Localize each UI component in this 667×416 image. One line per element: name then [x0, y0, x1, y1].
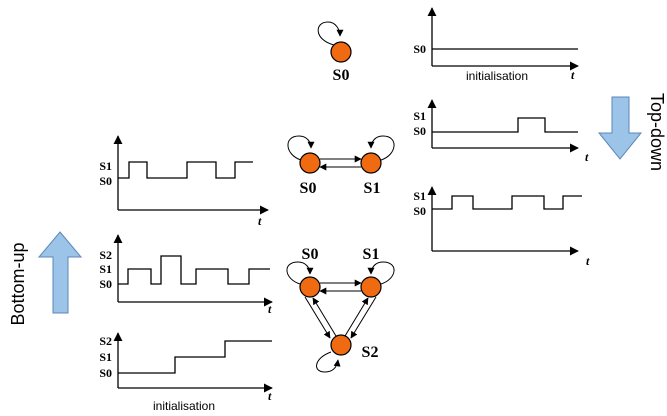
bu2-level-s0: S0: [99, 277, 112, 291]
sd3-state-s1: [360, 276, 382, 298]
bottom-up-label: Bottom-up: [8, 242, 28, 325]
state-diagram-three: S0 S1 S2: [286, 246, 395, 373]
state-diagram-single: S0: [317, 21, 352, 84]
bu2-level-s1: S1: [99, 262, 112, 276]
bottom-up-arrow-icon: [37, 231, 83, 314]
bu2-signal: [118, 255, 270, 285]
bu1-level-s0: S0: [99, 174, 112, 188]
state-diagram-two: S0 S1: [287, 135, 395, 197]
td3-level-s1: S1: [413, 189, 426, 203]
bu3-signal: [118, 340, 272, 374]
sd3-label-s1: S1: [363, 246, 380, 263]
bu1-t-label: t: [258, 214, 262, 228]
td1-level-s0: S0: [413, 42, 426, 56]
td-timing-graph-3: S1 S0 t: [413, 186, 590, 268]
td2-signal: [432, 117, 578, 133]
bu3-level-s0: S0: [99, 366, 112, 380]
bu3-level-s1: S1: [99, 350, 112, 364]
sd2-state-s0: [299, 152, 321, 174]
td1-t-label: t: [571, 68, 575, 82]
bu3-t-label: t: [268, 389, 272, 403]
td2-t-label: t: [585, 150, 589, 164]
top-down-arrow-icon: [597, 96, 643, 160]
sd3-label-s0: S0: [302, 246, 319, 263]
bu1-signal: [118, 161, 253, 179]
sd2-label-s0: S0: [300, 180, 317, 197]
td3-t-label: t: [586, 254, 590, 268]
td1-initialisation-label: initialisation: [466, 69, 528, 83]
bu3-level-s2: S2: [99, 334, 112, 348]
bu-timing-graph-1: S1 S0 t: [99, 135, 269, 228]
bu3-initialisation-label: initialisation: [153, 399, 215, 413]
td2-level-s1: S1: [413, 109, 426, 123]
sd1-label-s0: S0: [333, 67, 350, 84]
bu2-t-label: t: [268, 302, 272, 316]
sd2-state-s1: [360, 152, 382, 174]
sd1-state-s0: [330, 41, 352, 63]
sd2-label-s1: S1: [364, 180, 381, 197]
bu-timing-graph-3: S2 S1 S0 initialisation t: [99, 332, 273, 413]
bu-timing-graph-2: S2 S1 S0 t: [99, 234, 273, 316]
bu2-level-s2: S2: [99, 248, 112, 262]
sd3-label-s2: S2: [362, 344, 379, 361]
top-down-label: Top-down: [647, 93, 667, 171]
td2-level-s0: S0: [413, 124, 426, 138]
sd3-state-s0: [299, 276, 321, 298]
td-timing-graph-1: S0 initialisation t: [413, 7, 579, 83]
sd3-state-s2: [330, 334, 352, 356]
bu1-level-s1: S1: [99, 159, 112, 173]
td3-level-s0: S0: [413, 204, 426, 218]
td-timing-graph-2: S1 S0 t: [413, 99, 589, 164]
td3-signal: [432, 195, 582, 210]
